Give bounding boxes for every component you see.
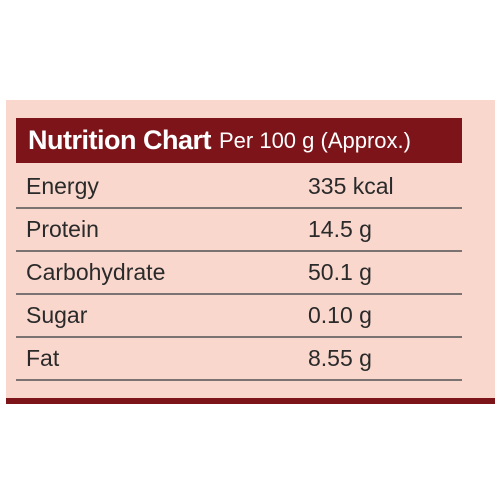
nutrition-chart-subtitle: Per 100 g (Approx.) bbox=[218, 127, 411, 153]
nutrient-amount: 335 kcal bbox=[308, 173, 394, 199]
nutrient-name: Fat bbox=[26, 345, 60, 371]
nutrient-name: Carbohydrate bbox=[26, 259, 166, 285]
nutrient-amount: 0.10 g bbox=[308, 302, 372, 328]
table-row-energy: Energy 335 kcal bbox=[16, 166, 462, 209]
nutrient-name: Energy bbox=[26, 173, 99, 199]
table-row-protein: Protein 14.5 g bbox=[16, 209, 462, 252]
nutrition-chart-header: Nutrition Chart Per 100 g (Approx.) bbox=[16, 118, 462, 163]
nutrition-chart-title: Nutrition Chart bbox=[28, 125, 211, 155]
nutrient-name: Sugar bbox=[26, 302, 88, 328]
panel-bottom-band bbox=[6, 398, 495, 404]
nutrient-name: Protein bbox=[26, 216, 99, 242]
nutrient-amount: 14.5 g bbox=[308, 216, 372, 242]
nutrition-table: Energy 335 kcal Protein 14.5 g Carbohydr… bbox=[16, 166, 462, 381]
nutrient-amount: 50.1 g bbox=[308, 259, 372, 285]
table-row-carbohydrate: Carbohydrate 50.1 g bbox=[16, 252, 462, 295]
table-row-sugar: Sugar 0.10 g bbox=[16, 295, 462, 338]
nutrient-amount: 8.55 g bbox=[308, 345, 372, 371]
table-row-fat: Fat 8.55 g bbox=[16, 338, 462, 381]
